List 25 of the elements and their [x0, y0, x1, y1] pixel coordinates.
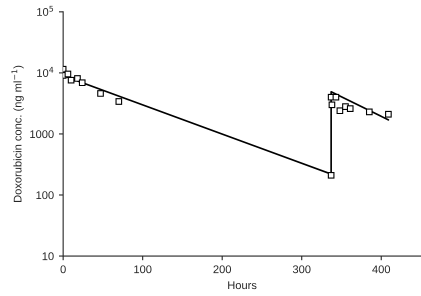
x-tick-label: 0: [60, 265, 66, 274]
point: [366, 108, 373, 116]
x-tick-label: 300: [292, 265, 311, 274]
point: [97, 90, 104, 97]
point: [68, 76, 74, 84]
point: [78, 79, 86, 86]
x-tick-label: 400: [372, 265, 390, 274]
point: [385, 110, 392, 118]
y-tick-label: 10: [42, 252, 54, 260]
y-axis-title: Doxorubicin conc. (ng ml$^{−1}$): [12, 66, 24, 202]
point: [328, 101, 336, 108]
x-tick-label: 200: [213, 265, 232, 274]
point: [346, 105, 354, 112]
point: [336, 107, 344, 114]
point: [328, 172, 334, 179]
point: [332, 94, 340, 101]
point: [64, 70, 72, 78]
x-tick-label: 100: [134, 265, 152, 274]
point: [74, 75, 81, 82]
x-axis-title: Hours: [228, 281, 256, 290]
point: [115, 98, 122, 105]
y-tick-label: 1000: [30, 130, 54, 138]
y-tick-label: 10$^{5}$: [37, 6, 54, 16]
y-tick-label: 100: [36, 191, 54, 200]
y-tick-label: 10$^{4}$: [37, 66, 54, 77]
